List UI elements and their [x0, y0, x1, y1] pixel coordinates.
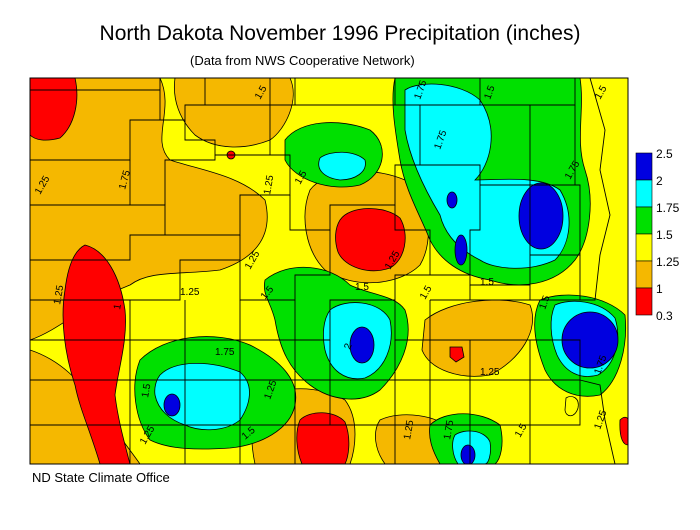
contour-label: 1.25 [262, 174, 276, 196]
map-subtitle: (Data from NWS Cooperative Network) [190, 53, 415, 68]
contour-label: 1.5 [480, 277, 494, 288]
legend: 2.5 2 1.75 1.5 1.25 1 0.3 [635, 147, 680, 323]
credit-text: ND State Climate Office [32, 470, 170, 485]
zone-yellow-small-east [564, 396, 579, 417]
zone-cyan-small-north [318, 151, 366, 181]
legend-label: 2 [656, 174, 663, 188]
zone-blue-southwest [163, 393, 181, 417]
zone-red-small-center [449, 346, 465, 363]
contour-label: 1.25 [402, 419, 416, 441]
contour-label: 1.25 [180, 287, 200, 298]
county-boundaries [30, 78, 616, 464]
zone-blue-northeast [518, 182, 564, 250]
contour-label: 2 [342, 342, 354, 351]
legend-swatch [635, 152, 653, 181]
legend-swatch [635, 287, 653, 316]
zone-red-northwest [30, 78, 78, 141]
precip-field [30, 78, 628, 464]
legend-label: 2.5 [656, 147, 673, 161]
legend-swatch [635, 260, 653, 289]
contour-label: 1.25 [52, 284, 66, 306]
legend-label: 1.25 [656, 255, 680, 269]
contour-label: 1.5 [482, 84, 497, 101]
map-frame [29, 77, 629, 465]
zone-blue-small-2 [454, 234, 468, 266]
contour-label: 1.5 [355, 282, 369, 293]
legend-label: 1 [656, 282, 663, 296]
zone-red-center [335, 208, 406, 272]
contour-label: 1.5 [537, 294, 552, 311]
legend-swatch [635, 233, 653, 262]
contour-label: 1.75 [215, 347, 235, 358]
legend-label: 0.3 [656, 309, 673, 323]
contour-label: 1 [112, 303, 124, 311]
legend-label: 1.5 [656, 228, 673, 242]
contour-label: 1.75 [117, 169, 133, 191]
legend-label: 1.75 [656, 201, 680, 215]
legend-swatch [635, 206, 653, 235]
zone-orange-nw [174, 78, 294, 148]
zone-red-south [296, 412, 350, 464]
zone-blue-south [460, 444, 476, 464]
zone-blue-central [349, 326, 375, 364]
zone-red-east-edge [619, 416, 628, 446]
contour-label: 1.25 [480, 367, 500, 378]
contour-label: 1.5 [140, 382, 153, 398]
legend-swatch [635, 179, 653, 208]
map-title: North Dakota November 1996 Precipitation… [99, 22, 581, 45]
contour-label: 1.75 [442, 419, 456, 441]
zone-blue-small-1 [446, 191, 458, 209]
